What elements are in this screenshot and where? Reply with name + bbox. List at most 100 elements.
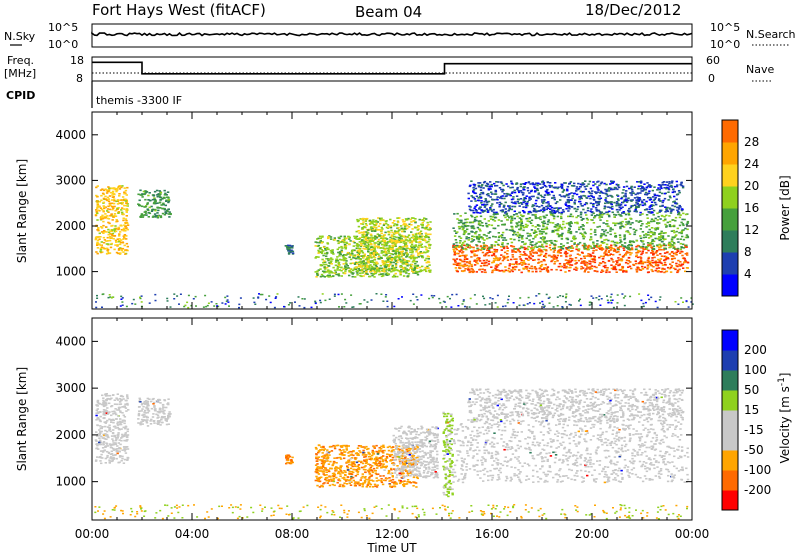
echo-cell (658, 267, 660, 269)
echo-cell (341, 240, 343, 242)
echo-cell (366, 225, 368, 227)
echo-cell (385, 294, 387, 296)
echo-cell (471, 227, 473, 229)
echo-cell (455, 242, 457, 244)
echo-cell (491, 184, 493, 186)
echo-cell (631, 194, 633, 196)
echo-cell (458, 226, 460, 228)
echo-cell (616, 201, 618, 203)
echo-cell (629, 249, 631, 251)
echo-cell (351, 251, 353, 253)
echo-cell (154, 213, 156, 215)
echo-cell (674, 269, 676, 271)
echo-cell (291, 247, 293, 249)
echo-cell (116, 190, 118, 192)
echo-cell (496, 266, 498, 268)
echo-cell (571, 260, 573, 262)
echo-cell (114, 188, 116, 190)
echo-cell (109, 215, 111, 217)
echo-cell (580, 226, 582, 228)
echo-cell (473, 208, 475, 210)
echo-cell (405, 239, 407, 241)
echo-cell (584, 212, 586, 214)
echo-cell (562, 209, 564, 211)
echo-cell (162, 203, 164, 205)
echo-cell (624, 295, 626, 297)
echo-cell (554, 244, 556, 246)
echo-cell (303, 307, 305, 309)
echo-cell (535, 211, 537, 213)
echo-cell (613, 307, 615, 309)
echo-cell (125, 249, 127, 251)
echo-cell (649, 197, 651, 199)
power-colorbar-swatch (722, 230, 738, 253)
echo-cell (642, 231, 644, 233)
echo-cell (590, 219, 592, 221)
echo-cell (510, 195, 512, 197)
echo-cell (495, 257, 497, 259)
echo-cell (414, 265, 416, 267)
echo-cell (355, 267, 357, 269)
echo-cell (110, 247, 112, 249)
echo-cell (620, 223, 622, 225)
echo-cell (319, 300, 321, 302)
echo-cell (118, 238, 120, 240)
echo-cell (471, 231, 473, 233)
echo-cell (470, 264, 472, 266)
echo-cell (321, 242, 323, 244)
echo-cell (540, 265, 542, 267)
echo-cell (561, 184, 563, 186)
echo-cell (381, 228, 383, 230)
echo-cell (462, 242, 464, 244)
echo-cell (96, 219, 98, 221)
echo-cell (557, 305, 559, 307)
echo-cell (492, 236, 494, 238)
echo-cell (364, 245, 366, 247)
echo-cell (378, 246, 380, 248)
echo-cell (653, 186, 655, 188)
echo-cell (475, 231, 477, 233)
echo-cell (465, 231, 467, 233)
echo-cell (544, 305, 546, 307)
echo-cell (318, 242, 320, 244)
echo-cell (410, 231, 412, 233)
echo-cell (505, 305, 507, 307)
echo-cell (367, 229, 369, 231)
echo-cell (661, 231, 663, 233)
echo-cell (162, 213, 164, 215)
echo-cell (393, 306, 395, 308)
echo-cell (109, 209, 111, 211)
echo-cell (400, 274, 402, 276)
echo-cell (401, 231, 403, 233)
echo-cell (574, 203, 576, 205)
echo-cell (461, 244, 463, 246)
echo-cell (451, 294, 453, 296)
echo-cell (462, 303, 464, 305)
echo-cell (474, 192, 476, 194)
echo-cell (322, 255, 324, 257)
echo-cell (564, 227, 566, 229)
echo-cell (605, 272, 607, 274)
echo-cell (320, 264, 322, 266)
echo-cell (125, 218, 127, 220)
echo-cell (388, 232, 390, 234)
echo-cell (383, 254, 385, 256)
echo-cell (554, 240, 556, 242)
echo-cell (380, 294, 382, 296)
echo-cell (662, 184, 664, 186)
echo-cell (389, 249, 391, 251)
echo-cell (497, 196, 499, 198)
echo-cell (574, 193, 576, 195)
echo-cell (408, 234, 410, 236)
echo-cell (479, 206, 481, 208)
echo-cell (429, 271, 431, 273)
echo-cell (637, 250, 639, 252)
echo-cell (106, 210, 108, 212)
echo-cell (384, 234, 386, 236)
echo-cell (115, 414, 117, 416)
echo-cell (484, 206, 486, 208)
echo-cell (562, 191, 564, 193)
echo-cell (647, 264, 649, 266)
echo-cell (619, 226, 621, 228)
echo-cell (651, 260, 653, 262)
